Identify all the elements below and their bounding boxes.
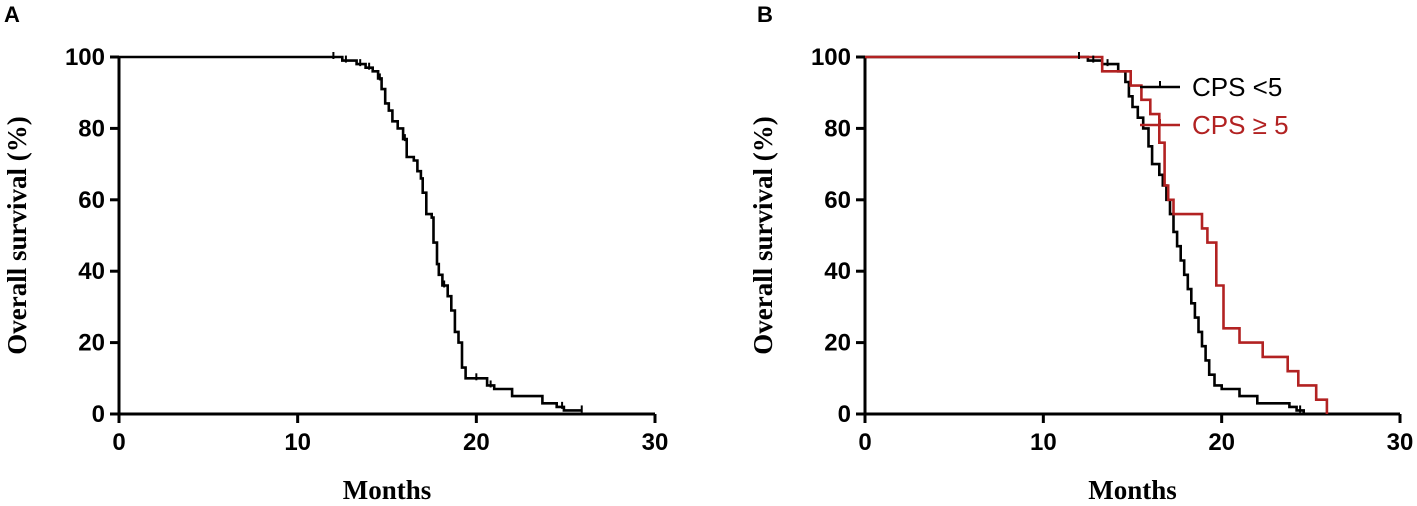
x-tick-label: 0: [858, 429, 871, 456]
y-tick-label: 40: [78, 258, 105, 285]
panel-letter-a: A: [4, 2, 20, 27]
y-tick-label: 40: [824, 258, 851, 285]
y-tick-label: 0: [838, 401, 851, 428]
panel-letter-b: B: [757, 2, 773, 27]
y-tick-label: 60: [824, 187, 851, 214]
x-tick-label: 0: [112, 429, 125, 456]
y-tick-label: 20: [824, 330, 851, 357]
survival-curve-all: [119, 55, 582, 412]
y-axis-title: Overall survival (%): [748, 116, 778, 354]
legend-label: CPS <5: [1192, 72, 1282, 102]
survival-chart-a: 0 20 40 60 80 100 0 10 20 30 Months Overall surviva…: [2, 44, 668, 505]
x-tick-label: 30: [1387, 429, 1414, 456]
x-axis-title: Months: [343, 475, 432, 505]
y-tick-label: 80: [78, 115, 105, 142]
y-tick-label: 60: [78, 187, 105, 214]
y-axis-title: Overall survival (%): [2, 116, 32, 354]
x-tick-label: 10: [1030, 429, 1057, 456]
survival-curve-cps-5: [865, 55, 1329, 414]
y-tick-label: 80: [824, 115, 851, 142]
x-tick-label: 20: [1208, 429, 1235, 456]
survival-curve-cps-5: [865, 55, 1305, 414]
survival-chart-b: 0 20 40 60 80 100 0 10 20 30 Months Overall surviva…: [748, 44, 1413, 505]
legend-label: CPS ≥ 5: [1192, 110, 1289, 140]
y-tick-label: 100: [65, 44, 105, 71]
x-tick-label: 10: [284, 429, 311, 456]
x-axis-title: Months: [1088, 475, 1177, 505]
y-tick-label: 20: [78, 330, 105, 357]
x-tick-label: 20: [463, 429, 490, 456]
y-tick-label: 100: [811, 44, 851, 71]
x-tick-label: 30: [642, 429, 669, 456]
y-tick-label: 0: [92, 401, 105, 428]
